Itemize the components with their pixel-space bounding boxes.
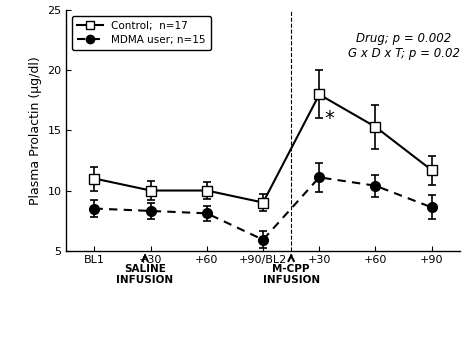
Text: Drug; p = 0.002
G x D x T; p = 0.02: Drug; p = 0.002 G x D x T; p = 0.02 — [347, 32, 460, 60]
Text: *: * — [324, 109, 334, 128]
Text: M-CPP
INFUSION: M-CPP INFUSION — [263, 264, 320, 285]
Legend: Control;  n=17, MDMA user; n=15: Control; n=17, MDMA user; n=15 — [72, 16, 211, 50]
Y-axis label: Plasma Prolactin (μg/dl): Plasma Prolactin (μg/dl) — [29, 56, 42, 205]
Text: SALINE
INFUSION: SALINE INFUSION — [117, 264, 173, 285]
